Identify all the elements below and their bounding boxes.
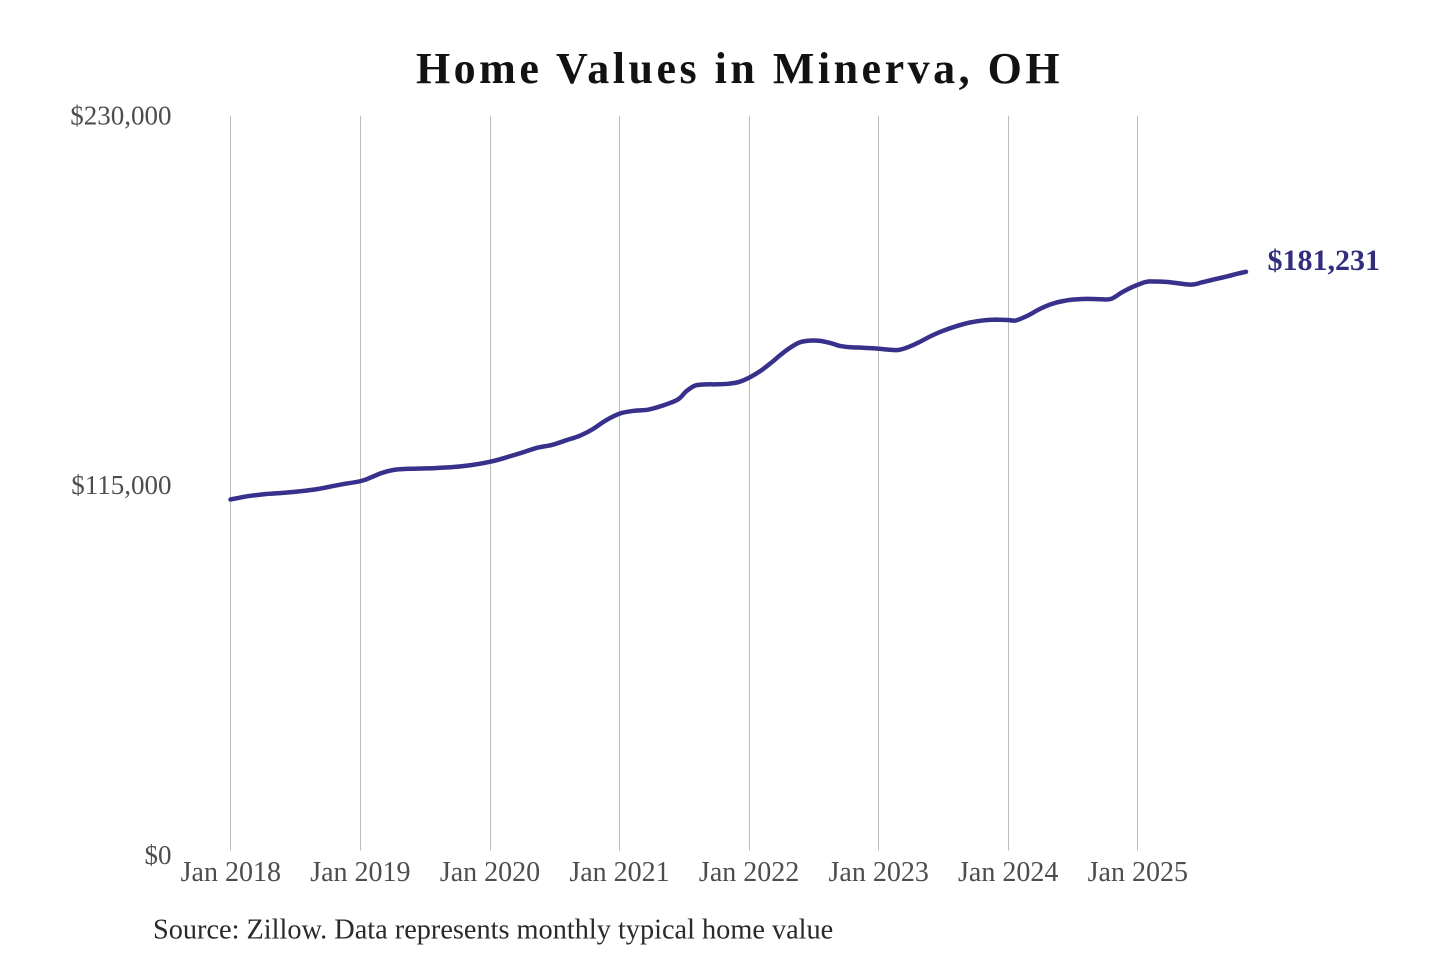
svg-text:Jan 2025: Jan 2025 xyxy=(1088,857,1188,888)
svg-text:$230,000: $230,000 xyxy=(70,101,171,131)
svg-text:Jan 2021: Jan 2021 xyxy=(569,857,669,888)
svg-text:Source: Zillow. Data represent: Source: Zillow. Data represents monthly … xyxy=(153,915,833,946)
svg-text:Jan 2020: Jan 2020 xyxy=(440,857,540,888)
svg-text:Jan 2024: Jan 2024 xyxy=(958,857,1058,888)
svg-text:Jan 2022: Jan 2022 xyxy=(699,857,799,888)
svg-text:$115,000: $115,000 xyxy=(71,470,171,500)
svg-text:$181,231: $181,231 xyxy=(1268,244,1381,277)
svg-text:Jan 2018: Jan 2018 xyxy=(181,857,281,888)
svg-text:$0: $0 xyxy=(145,840,172,870)
svg-text:Jan 2019: Jan 2019 xyxy=(310,857,410,888)
svg-text:Jan 2023: Jan 2023 xyxy=(829,857,929,888)
svg-text:Home Values in Minerva, OH: Home Values in Minerva, OH xyxy=(416,44,1063,93)
